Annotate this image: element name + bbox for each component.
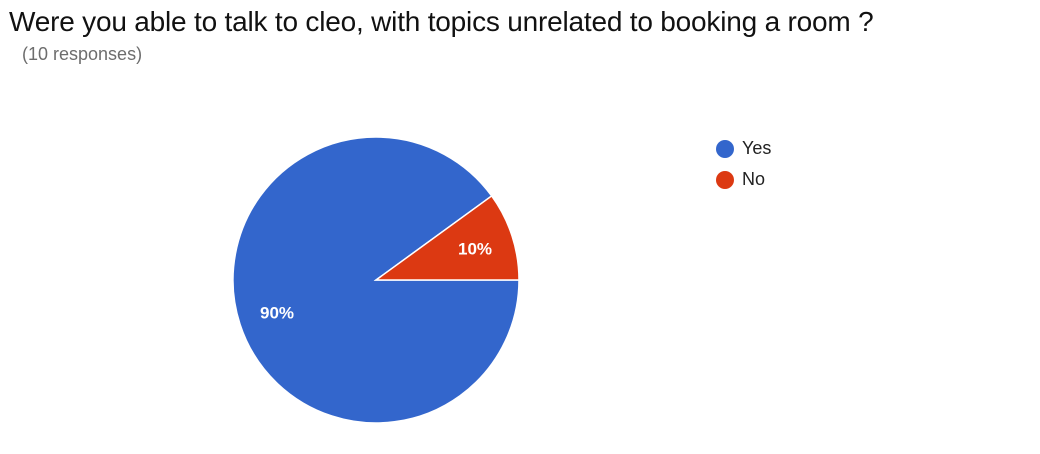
pie-slice-no[interactable] [373, 194, 520, 281]
legend-swatch-yes [716, 139, 734, 158]
slice-label-no: 10% [458, 239, 492, 258]
chart-title: Were you able to talk to cleo, with topi… [9, 6, 874, 37]
legend-label-yes: Yes [742, 138, 772, 158]
legend-swatch-no [716, 170, 734, 189]
slice-label-yes: 90% [260, 303, 294, 322]
legend-item-no[interactable]: No [716, 164, 771, 195]
legend-label-no: No [742, 169, 766, 189]
legend: Yes No [716, 133, 771, 195]
legend-item-yes[interactable]: Yes [716, 133, 771, 164]
response-count: (10 responses) [22, 44, 143, 64]
